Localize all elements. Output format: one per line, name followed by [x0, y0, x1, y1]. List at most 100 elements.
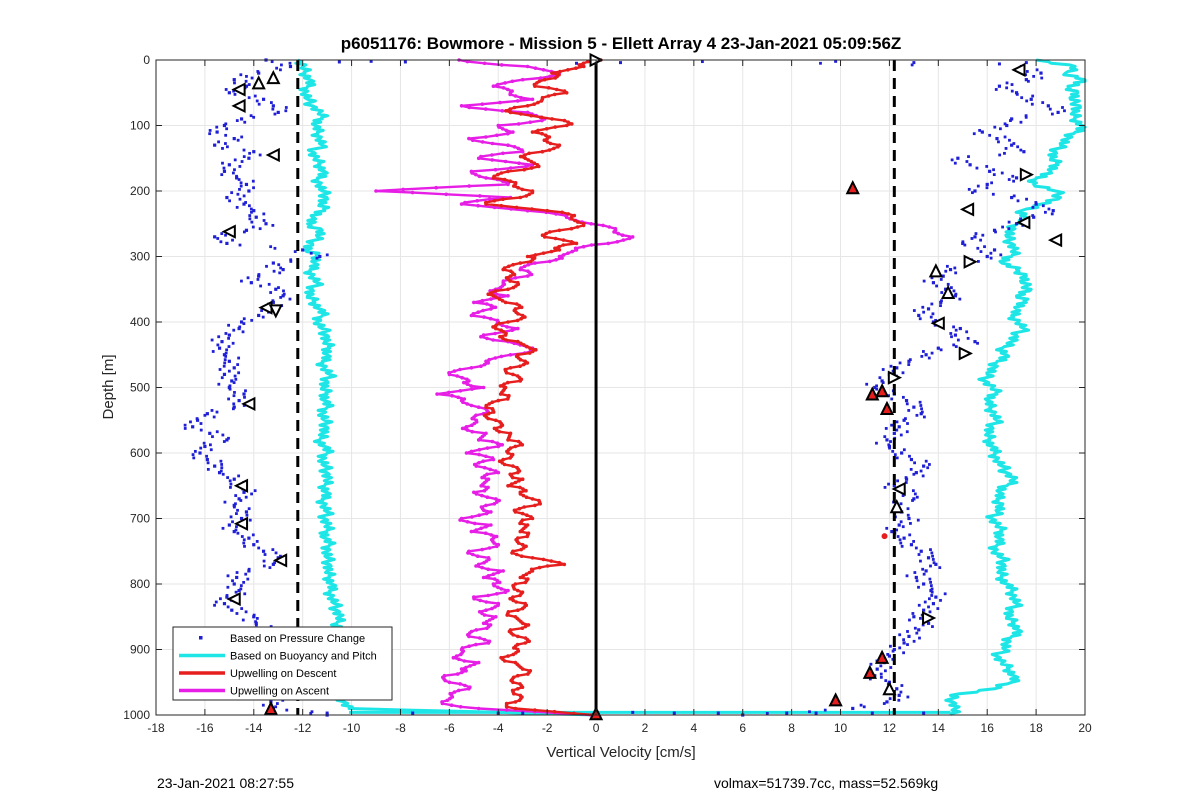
data-point: [525, 274, 530, 278]
data-point: [227, 333, 231, 337]
series-buoyancy-descent: [294, 58, 597, 717]
data-point: [901, 371, 905, 375]
data-point: [231, 520, 234, 524]
data-point: [525, 104, 530, 108]
data-point: [457, 688, 461, 693]
data-point: [518, 485, 522, 490]
data-point: [919, 412, 923, 416]
data-point: [915, 413, 919, 417]
data-point: [236, 363, 240, 366]
data-point: [484, 524, 488, 529]
data-point: [558, 69, 562, 74]
data-point: [225, 195, 229, 200]
data-point: [217, 346, 222, 350]
data-point: [1025, 197, 1028, 201]
data-point: [220, 376, 224, 380]
data-point: [808, 710, 811, 714]
data-point: [220, 173, 224, 177]
data-point: [522, 167, 526, 172]
data-point: [566, 68, 570, 72]
data-point: [481, 621, 486, 626]
data-point: [1010, 195, 1014, 200]
data-point: [511, 262, 515, 267]
data-point: [237, 399, 241, 403]
triangle-marker: [963, 254, 978, 269]
data-point: [527, 151, 531, 156]
data-point: [892, 484, 896, 488]
data-point: [917, 553, 921, 556]
data-point: [222, 353, 227, 357]
data-point: [518, 195, 523, 200]
data-point: [561, 238, 566, 242]
data-point: [217, 140, 220, 144]
data-point: [973, 340, 977, 344]
data-point: [516, 312, 520, 316]
data-point: [570, 249, 574, 254]
data-point: [1031, 94, 1035, 98]
data-point: [217, 382, 221, 386]
data-point: [529, 259, 533, 264]
data-point: [239, 184, 243, 188]
data-point: [953, 294, 958, 298]
data-point: [212, 415, 216, 419]
data-point: [516, 185, 520, 190]
data-point: [488, 467, 493, 472]
data-point: [949, 286, 953, 290]
footer-timestamp: 23-Jan-2021 08:27:55: [157, 775, 294, 791]
data-point: [532, 161, 537, 165]
data-point: [450, 393, 454, 398]
data-point: [490, 400, 495, 405]
data-point: [909, 543, 914, 547]
data-point: [470, 387, 474, 391]
data-point: [932, 561, 936, 565]
x-tick-label: 18: [1029, 721, 1043, 735]
data-point: [518, 154, 523, 159]
data-point: [924, 459, 928, 463]
data-point: [931, 625, 934, 628]
data-point: [247, 507, 251, 511]
data-point: [254, 620, 258, 624]
data-point: [289, 260, 293, 263]
data-point: [244, 572, 248, 576]
data-point: [524, 488, 528, 493]
data-point: [992, 168, 995, 172]
data-point: [491, 338, 495, 342]
data-point: [315, 256, 319, 260]
data-point: [527, 639, 531, 644]
data-point: [492, 205, 497, 210]
data-point: [278, 271, 282, 275]
data-point: [562, 118, 567, 123]
data-point: [519, 554, 524, 558]
data-point: [496, 82, 500, 87]
data-point: [250, 210, 253, 214]
data-point: [929, 580, 933, 584]
data-point: [915, 495, 919, 499]
data-point: [512, 105, 517, 110]
data-point: [464, 669, 468, 673]
data-point: [262, 564, 266, 568]
data-point: [1019, 120, 1023, 124]
data-point: [1024, 61, 1028, 65]
data-point: [885, 526, 889, 530]
data-point: [994, 230, 997, 234]
data-point: [912, 639, 916, 643]
data-point: [272, 269, 276, 273]
data-point: [885, 438, 889, 442]
data-point: [236, 138, 240, 142]
data-point: [222, 372, 227, 376]
data-point: [1012, 142, 1016, 145]
data-point: [309, 711, 313, 715]
data-point: [472, 662, 477, 666]
data-point: [1063, 109, 1066, 113]
data-point: [460, 375, 464, 380]
data-point: [518, 261, 523, 265]
data-point: [284, 109, 288, 113]
data-point: [486, 411, 491, 416]
data-point: [508, 456, 512, 460]
data-point: [906, 630, 909, 633]
data-point: [952, 289, 956, 293]
data-point: [215, 410, 219, 414]
data-point: [1010, 117, 1014, 121]
data-point: [834, 59, 838, 63]
data-point: [586, 59, 590, 64]
